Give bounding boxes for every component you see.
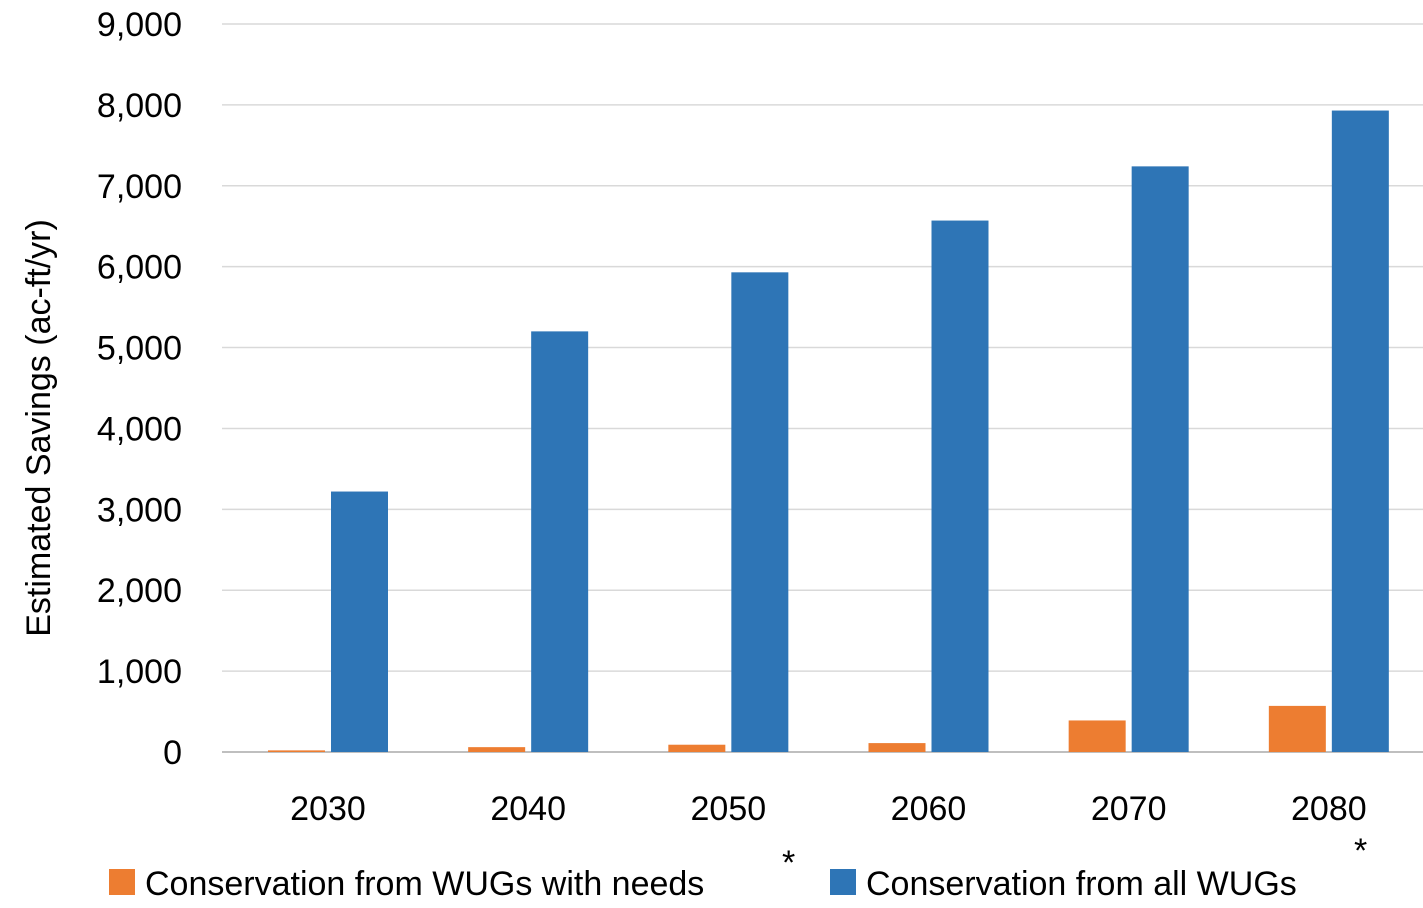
y-tick-label: 9,000 (97, 6, 182, 44)
x-tick-label: 2050 (691, 790, 767, 828)
gridlines (222, 23, 1423, 753)
bar-wugs-with-needs (668, 744, 726, 752)
bar-wugs-with-needs (1068, 720, 1126, 752)
bar-wugs-with-needs (268, 750, 325, 752)
bar-wugs-with-needs (868, 743, 926, 752)
legend: Conservation from WUGs with needs * Cons… (109, 832, 1367, 903)
y-tick-label: 6,000 (97, 249, 182, 287)
legend-swatch-all-wugs (830, 869, 856, 895)
bar-wugs-with-needs (1268, 705, 1326, 752)
x-tick-label: 2070 (1091, 790, 1167, 828)
legend-asterisk-all-wugs: * (1354, 832, 1367, 870)
bars (268, 110, 1389, 753)
legend-swatch-wugs-with-needs (109, 869, 135, 895)
bar-all-wugs (531, 331, 589, 752)
y-tick-label: 1,000 (97, 653, 182, 691)
bar-wugs-with-needs (468, 747, 526, 752)
y-tick-label: 8,000 (97, 87, 182, 125)
x-tick-label: 2030 (290, 790, 366, 828)
bar-all-wugs (731, 272, 789, 752)
x-tick-label: 2060 (891, 790, 967, 828)
y-tick-label: 4,000 (97, 410, 182, 448)
legend-asterisk-wugs-with-needs: * (782, 844, 795, 882)
bar-all-wugs (1331, 110, 1389, 753)
y-tick-label: 2,000 (97, 572, 182, 610)
legend-label-wugs-with-needs: Conservation from WUGs with needs (145, 865, 704, 903)
y-tick-label: 0 (163, 734, 182, 772)
x-tick-label: 2080 (1291, 790, 1367, 828)
y-tick-label: 5,000 (97, 330, 182, 368)
axes: 0 1,000 2,000 3,000 4,000 5,000 6,000 7,000 8,00… (97, 6, 1367, 828)
y-tick-label: 7,000 (97, 168, 182, 206)
bar-all-wugs (1131, 166, 1189, 752)
bar-all-wugs (931, 220, 989, 752)
bar-all-wugs (331, 491, 388, 752)
y-tick-label: 3,000 (97, 491, 182, 529)
y-axis-title: Estimated Savings (ac-ft/yr) (20, 219, 58, 637)
legend-label-all-wugs: Conservation from all WUGs (866, 865, 1297, 903)
x-tick-label: 2040 (490, 790, 566, 828)
